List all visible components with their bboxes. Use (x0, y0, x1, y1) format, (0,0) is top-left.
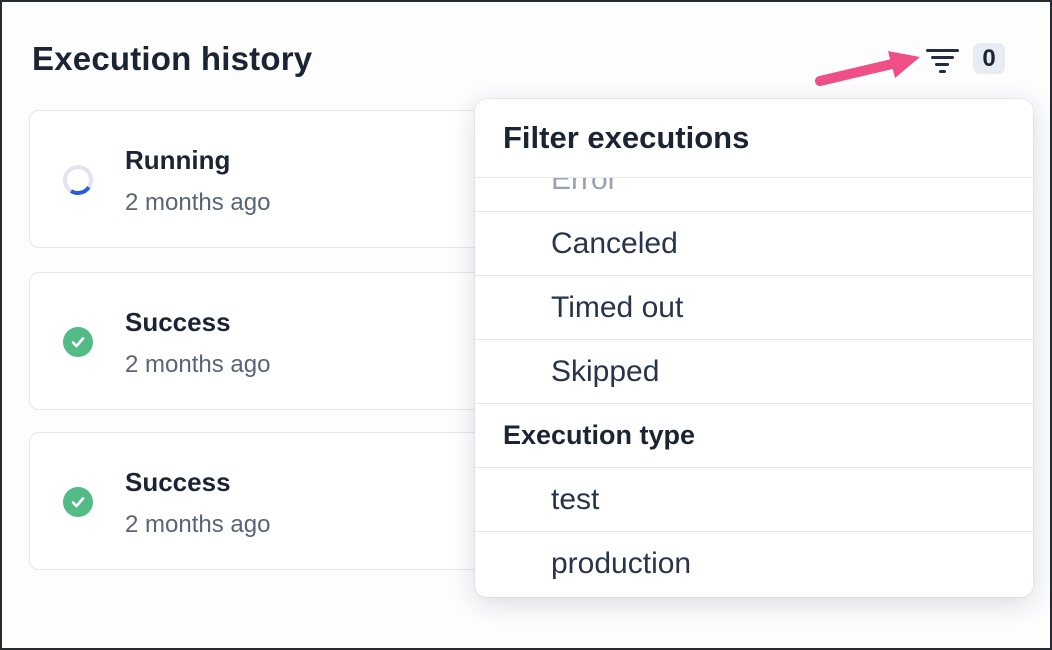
filter-icon (938, 70, 946, 73)
filter-option-test[interactable]: test (475, 468, 1033, 532)
filter-options-list[interactable]: Error Canceled Timed out Skipped Executi… (475, 178, 1033, 596)
arrow-pointer-icon (815, 51, 920, 86)
check-circle-icon (63, 487, 93, 517)
filter-count-badge: 0 (973, 43, 1005, 74)
execution-time: 2 months ago (125, 189, 271, 216)
filter-option-skipped[interactable]: Skipped (475, 340, 1033, 404)
execution-status: Success (125, 467, 231, 497)
filter-panel-title: Filter executions (475, 99, 1033, 178)
execution-status: Success (125, 307, 231, 337)
spinner-icon (60, 162, 96, 198)
filter-icon (930, 56, 954, 59)
execution-time: 2 months ago (125, 511, 271, 538)
filter-group-execution-type: Execution type (475, 404, 1033, 468)
filter-option-production[interactable]: production (475, 532, 1033, 596)
filter-option-error[interactable]: Error (475, 178, 1033, 212)
filter-option-canceled[interactable]: Canceled (475, 212, 1033, 276)
page-title: Execution history (32, 40, 313, 77)
filter-option-timed-out[interactable]: Timed out (475, 276, 1033, 340)
execution-status: Running (125, 145, 231, 175)
filter-executions-dropdown: Filter executions Error Canceled Timed o… (475, 99, 1033, 597)
filter-icon (925, 49, 959, 52)
execution-time: 2 months ago (125, 351, 271, 378)
check-circle-icon (63, 327, 93, 357)
filter-icon (935, 63, 949, 66)
filter-executions-button[interactable] (923, 47, 961, 77)
